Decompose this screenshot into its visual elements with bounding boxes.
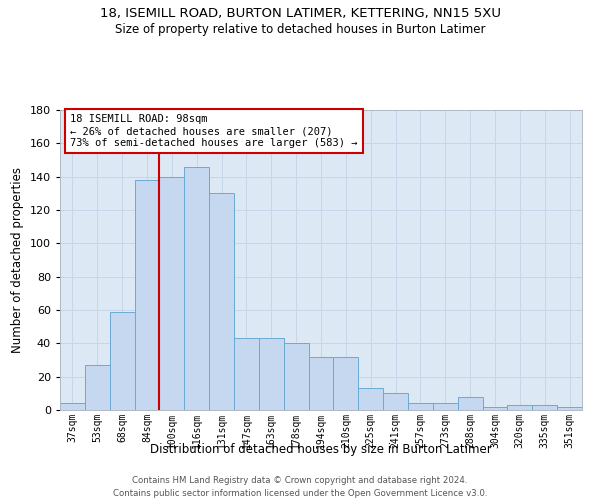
Bar: [308, 356, 334, 410]
Bar: [532, 405, 557, 410]
Bar: [458, 396, 482, 410]
Bar: [184, 166, 209, 410]
Bar: [160, 176, 184, 410]
Bar: [358, 388, 383, 410]
Bar: [557, 406, 582, 410]
Bar: [284, 344, 308, 410]
Bar: [482, 406, 508, 410]
Bar: [408, 404, 433, 410]
Y-axis label: Number of detached properties: Number of detached properties: [11, 167, 24, 353]
Text: Size of property relative to detached houses in Burton Latimer: Size of property relative to detached ho…: [115, 22, 485, 36]
Bar: [383, 394, 408, 410]
Bar: [110, 312, 134, 410]
Text: Distribution of detached houses by size in Burton Latimer: Distribution of detached houses by size …: [150, 442, 492, 456]
Bar: [433, 404, 458, 410]
Text: 18, ISEMILL ROAD, BURTON LATIMER, KETTERING, NN15 5XU: 18, ISEMILL ROAD, BURTON LATIMER, KETTER…: [100, 8, 500, 20]
Bar: [508, 405, 532, 410]
Bar: [85, 365, 110, 410]
Text: Contains public sector information licensed under the Open Government Licence v3: Contains public sector information licen…: [113, 489, 487, 498]
Bar: [60, 404, 85, 410]
Text: 18 ISEMILL ROAD: 98sqm
← 26% of detached houses are smaller (207)
73% of semi-de: 18 ISEMILL ROAD: 98sqm ← 26% of detached…: [70, 114, 358, 148]
Bar: [134, 180, 160, 410]
Bar: [259, 338, 284, 410]
Text: Contains HM Land Registry data © Crown copyright and database right 2024.: Contains HM Land Registry data © Crown c…: [132, 476, 468, 485]
Bar: [334, 356, 358, 410]
Bar: [209, 194, 234, 410]
Bar: [234, 338, 259, 410]
